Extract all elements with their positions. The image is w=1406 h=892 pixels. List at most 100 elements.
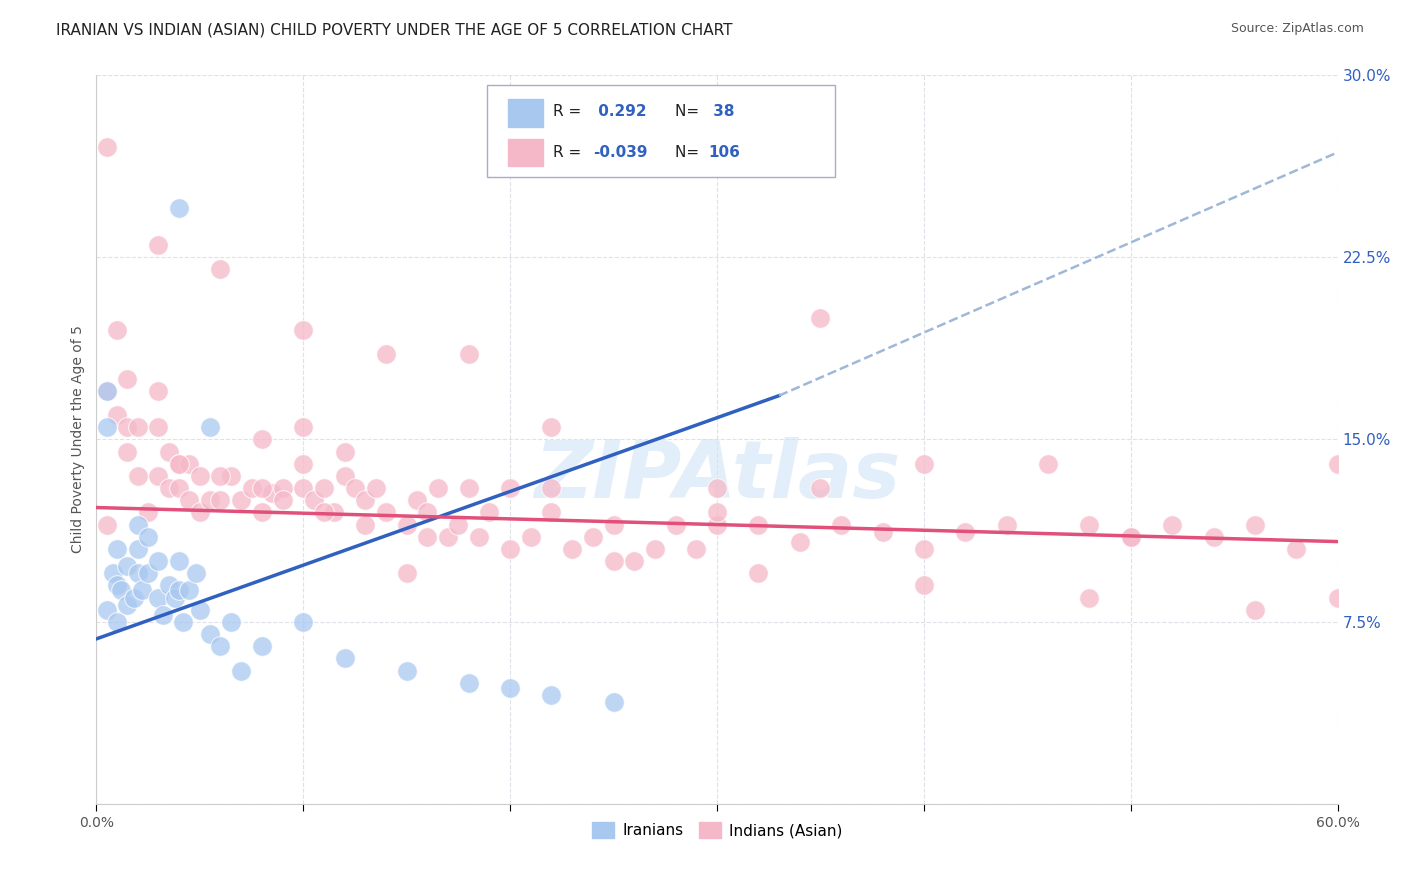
Point <box>117 371 139 385</box>
Point <box>312 505 335 519</box>
Point <box>706 505 728 519</box>
Point <box>152 607 174 622</box>
Y-axis label: Child Poverty Under the Age of 5: Child Poverty Under the Age of 5 <box>72 326 86 553</box>
Point <box>231 664 253 678</box>
Point <box>96 140 118 154</box>
Point <box>447 517 470 532</box>
Point <box>623 554 645 568</box>
Point <box>685 541 707 556</box>
Point <box>163 591 186 605</box>
Point <box>333 469 356 483</box>
Point <box>117 558 139 573</box>
Point <box>540 481 562 495</box>
Point <box>167 481 190 495</box>
Point <box>136 566 159 581</box>
Point <box>302 493 325 508</box>
Point <box>209 262 232 277</box>
Point <box>167 202 190 216</box>
Point <box>540 688 562 702</box>
Point <box>810 310 832 325</box>
Point <box>167 457 190 471</box>
Point <box>96 384 118 398</box>
Point <box>602 695 624 709</box>
Point <box>105 541 128 556</box>
Text: ZIPAtlas: ZIPAtlas <box>534 437 900 515</box>
Point <box>96 420 118 434</box>
Point <box>540 505 562 519</box>
Point <box>333 444 356 458</box>
Point <box>912 457 935 471</box>
Text: 106: 106 <box>709 145 740 160</box>
Point <box>1244 603 1267 617</box>
Point <box>240 481 263 495</box>
Point <box>167 583 190 598</box>
Point <box>747 517 769 532</box>
Point <box>148 420 170 434</box>
Point <box>1285 541 1308 556</box>
Point <box>117 444 139 458</box>
Text: N=: N= <box>675 104 704 120</box>
Text: R =: R = <box>553 104 586 120</box>
Point <box>127 469 149 483</box>
Point <box>406 493 429 508</box>
Point <box>323 505 346 519</box>
Point <box>499 481 522 495</box>
Point <box>375 347 398 361</box>
Point <box>105 323 128 337</box>
Point <box>789 534 811 549</box>
Point <box>292 615 315 629</box>
Point <box>157 481 180 495</box>
Point <box>1244 517 1267 532</box>
Point <box>292 323 315 337</box>
Point <box>333 651 356 665</box>
Point <box>706 481 728 495</box>
Point <box>1036 457 1059 471</box>
Point <box>995 517 1018 532</box>
Point <box>157 444 180 458</box>
Point <box>354 517 377 532</box>
Point <box>148 554 170 568</box>
Point <box>105 578 128 592</box>
Point <box>198 493 221 508</box>
Point <box>457 347 479 361</box>
Point <box>312 481 335 495</box>
Point <box>209 469 232 483</box>
Point <box>602 554 624 568</box>
Point <box>364 481 387 495</box>
Point <box>262 486 284 500</box>
Point <box>219 469 242 483</box>
Point <box>117 598 139 612</box>
Point <box>179 457 201 471</box>
Point <box>179 583 201 598</box>
Text: IRANIAN VS INDIAN (ASIAN) CHILD POVERTY UNDER THE AGE OF 5 CORRELATION CHART: IRANIAN VS INDIAN (ASIAN) CHILD POVERTY … <box>56 22 733 37</box>
Point <box>747 566 769 581</box>
Point <box>105 615 128 629</box>
Point <box>292 420 315 434</box>
Point <box>188 469 211 483</box>
Point <box>96 384 118 398</box>
Point <box>101 566 124 581</box>
Point <box>395 517 418 532</box>
Point <box>665 517 688 532</box>
Point <box>96 517 118 532</box>
Point <box>179 493 201 508</box>
Point <box>117 420 139 434</box>
Point <box>127 420 149 434</box>
Point <box>167 554 190 568</box>
Point <box>148 591 170 605</box>
Point <box>810 481 832 495</box>
Point <box>136 505 159 519</box>
Text: N=: N= <box>675 145 704 160</box>
Text: 38: 38 <box>709 104 735 120</box>
Bar <box>509 99 543 127</box>
Point <box>122 591 145 605</box>
Point <box>375 505 398 519</box>
Point <box>602 517 624 532</box>
Point <box>912 541 935 556</box>
Point <box>1078 517 1101 532</box>
Point <box>457 481 479 495</box>
Point <box>1119 530 1142 544</box>
Point <box>457 675 479 690</box>
Point <box>561 541 583 556</box>
Point <box>136 530 159 544</box>
